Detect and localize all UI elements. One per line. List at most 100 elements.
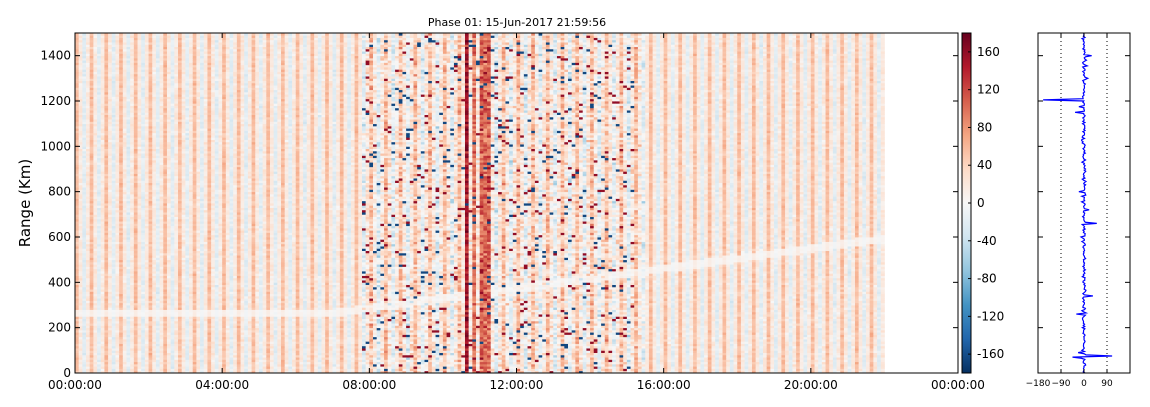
heatmap-cell: [149, 110, 153, 113]
heatmap-cell: [141, 169, 145, 172]
heatmap-cell: [134, 47, 138, 50]
heatmap-cell: [130, 341, 134, 344]
heatmap-cell: [75, 264, 79, 267]
heatmap-cell: [127, 287, 131, 290]
heatmap-cell: [97, 287, 101, 290]
heatmap-cell: [82, 223, 86, 226]
heatmap-cell: [108, 108, 112, 111]
heatmap-cell: [108, 124, 112, 127]
heatmap-cell: [97, 49, 101, 52]
heatmap-cell: [90, 251, 94, 254]
heatmap-cell: [101, 144, 105, 147]
heatmap-cell: [82, 149, 86, 152]
heatmap-cell: [156, 246, 160, 249]
heatmap-cell: [108, 42, 112, 45]
heatmap-cell: [104, 81, 108, 84]
heatmap-cell: [134, 49, 138, 52]
heatmap-cell: [130, 42, 134, 45]
heatmap-cell: [115, 244, 119, 247]
heatmap-cell: [104, 273, 108, 276]
heatmap-cell: [127, 321, 131, 324]
heatmap-cell: [134, 169, 138, 172]
heatmap-cell: [141, 287, 145, 290]
heatmap-cell: [123, 176, 127, 179]
heatmap-cell: [93, 223, 97, 226]
heatmap-cell: [134, 251, 138, 254]
heatmap-cell: [86, 230, 90, 233]
heatmap-cell: [119, 346, 123, 349]
heatmap-cell: [108, 223, 112, 226]
heatmap-cell: [104, 144, 108, 147]
heatmap-cell: [93, 121, 97, 124]
heatmap-cell: [130, 185, 134, 188]
heatmap-cell: [138, 76, 142, 79]
heatmap-cell: [79, 300, 83, 303]
heatmap-cell: [101, 49, 105, 52]
heatmap-cell: [152, 47, 156, 50]
heatmap-cell: [152, 237, 156, 240]
heatmap-cell: [82, 192, 86, 195]
heatmap-cell: [141, 219, 145, 222]
heatmap-cell: [152, 205, 156, 208]
heatmap-cell: [115, 60, 119, 63]
heatmap-cell: [123, 151, 127, 154]
heatmap-cell: [127, 205, 131, 208]
heatmap-cell: [119, 192, 123, 195]
heatmap-cell: [79, 42, 83, 45]
heatmap-cell: [130, 117, 134, 120]
heatmap-cell: [90, 341, 94, 344]
heatmap-cell: [104, 103, 108, 106]
heatmap-cell: [75, 285, 79, 288]
heatmap-cell: [115, 334, 119, 337]
heatmap-cell: [152, 314, 156, 317]
heatmap-cell: [79, 96, 83, 99]
heatmap-cell: [149, 294, 153, 297]
heatmap-cell: [119, 253, 123, 256]
heatmap-cell: [115, 35, 119, 38]
heatmap-cell: [82, 212, 86, 215]
heatmap-cell: [93, 257, 97, 260]
heatmap-cell: [93, 130, 97, 133]
heatmap-cell: [115, 158, 119, 161]
heatmap-cell: [156, 328, 160, 331]
heatmap-cell: [86, 359, 90, 362]
heatmap-cell: [75, 300, 79, 303]
heatmap-cell: [138, 305, 142, 308]
heatmap-cell: [130, 348, 134, 351]
heatmap-cell: [101, 155, 105, 158]
heatmap-cell: [127, 219, 131, 222]
heatmap-cell: [119, 198, 123, 201]
heatmap-cell: [93, 158, 97, 161]
heatmap-cell: [104, 60, 108, 63]
heatmap-cell: [130, 196, 134, 199]
heatmap-cell: [127, 334, 131, 337]
heatmap-cell: [108, 332, 112, 335]
heatmap-cell: [112, 169, 116, 172]
heatmap-cell: [138, 81, 142, 84]
heatmap-cell: [141, 341, 145, 344]
heatmap-cell: [149, 346, 153, 349]
heatmap-cell: [104, 115, 108, 118]
heatmap-cell: [112, 319, 116, 322]
heatmap-cell: [86, 285, 90, 288]
heatmap-cell: [90, 368, 94, 371]
heatmap-cell: [82, 155, 86, 158]
heatmap-cell: [104, 212, 108, 215]
heatmap-cell: [130, 346, 134, 349]
heatmap-cell: [141, 87, 145, 90]
heatmap-cell: [79, 278, 83, 281]
heatmap-cell: [101, 205, 105, 208]
heatmap-cell: [138, 124, 142, 127]
heatmap-cell: [86, 239, 90, 242]
heatmap-cell: [108, 135, 112, 138]
heatmap-cell: [79, 251, 83, 254]
heatmap-cell: [101, 285, 105, 288]
heatmap-cell: [82, 96, 86, 99]
heatmap-cell: [156, 305, 160, 308]
heatmap-cell: [138, 298, 142, 301]
heatmap-cell: [149, 232, 153, 235]
heatmap-cell: [93, 353, 97, 356]
heatmap-cell: [127, 76, 131, 79]
heatmap-cell: [119, 158, 123, 161]
